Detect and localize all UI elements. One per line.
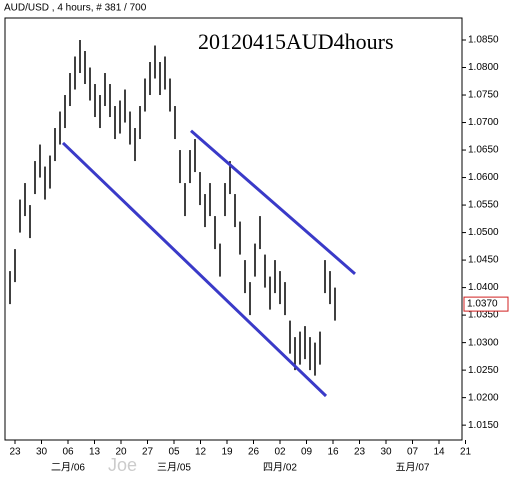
x-tick-label: 12 <box>195 447 207 458</box>
y-tick-label: 1.0850 <box>468 35 499 46</box>
y-tick-label: 1.0700 <box>468 117 499 128</box>
y-tick-label: 1.0600 <box>468 172 499 183</box>
month-label: 二月/06 <box>51 462 85 474</box>
header: AUD/USD , 4 hours, # 381 / 700 <box>4 3 147 14</box>
x-tick-label: 19 <box>221 447 233 458</box>
plot-frame <box>4 17 463 441</box>
x-tick-label: 13 <box>89 447 101 458</box>
x-tick-label: 26 <box>248 447 260 458</box>
y-tick-label: 1.0350 <box>468 310 499 321</box>
last-price-box <box>463 296 509 312</box>
x-tick-label: 05 <box>168 447 180 458</box>
x-tick-label: 02 <box>274 447 286 458</box>
y-tick-label: 1.0800 <box>468 62 499 73</box>
y-tick-label: 1.0550 <box>468 200 499 211</box>
x-tick-label: 30 <box>36 447 48 458</box>
y-tick-label: 1.0450 <box>468 255 499 266</box>
trend-line <box>61 141 328 398</box>
month-label: 五月/07 <box>396 462 430 474</box>
x-tick-label: 23 <box>9 447 21 458</box>
month-label: 三月/05 <box>157 462 191 474</box>
last-price-label: 1.0370 <box>467 299 498 310</box>
y-tick-label: 1.0200 <box>468 392 499 403</box>
y-tick-label: 1.0300 <box>468 337 499 348</box>
y-tick-label: 1.0500 <box>468 227 499 238</box>
x-tick-label: 07 <box>407 447 419 458</box>
y-tick-label: 1.0750 <box>468 90 499 101</box>
y-tick-label: 1.0150 <box>468 420 499 431</box>
x-tick-label: 23 <box>354 447 366 458</box>
x-tick-label: 30 <box>380 447 392 458</box>
x-tick-label: 09 <box>301 447 313 458</box>
x-tick-label: 06 <box>62 447 74 458</box>
y-tick-label: 1.0650 <box>468 145 499 156</box>
y-tick-label: 1.0250 <box>468 365 499 376</box>
y-tick-label: 1.0400 <box>468 282 499 293</box>
x-tick-label: 14 <box>433 447 445 458</box>
trend-line <box>190 129 356 275</box>
x-tick-label: 16 <box>327 447 339 458</box>
chart-title: 20120415AUD4hours <box>198 29 394 54</box>
x-tick-label: 27 <box>142 447 154 458</box>
month-label: 四月/02 <box>263 462 297 474</box>
x-tick-label: 20 <box>115 447 127 458</box>
x-tick-label: 21 <box>460 447 472 458</box>
watermark: Joe <box>108 455 137 475</box>
